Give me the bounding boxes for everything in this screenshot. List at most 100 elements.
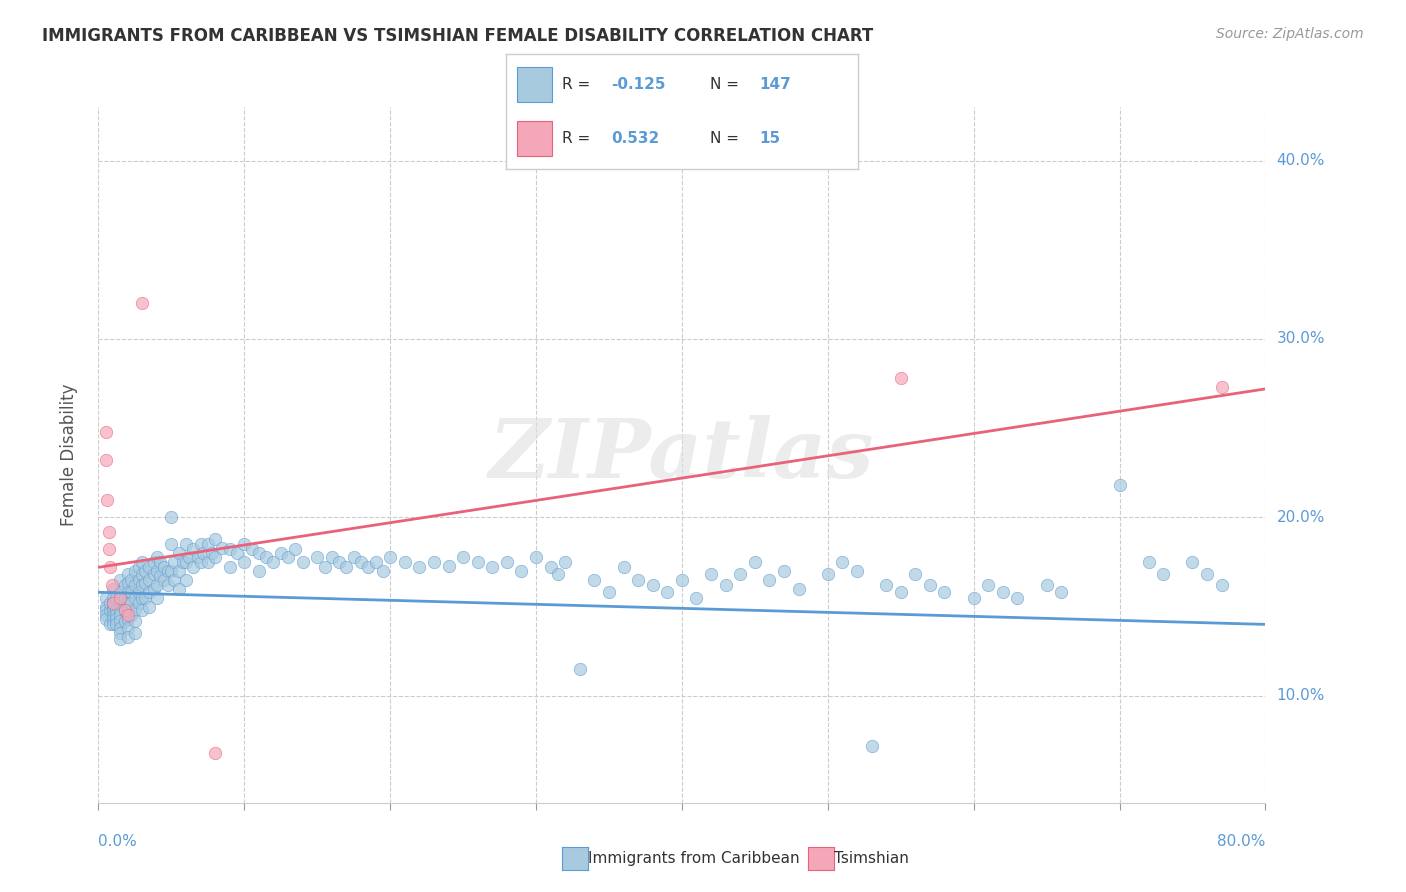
Point [904, 567, 927, 582]
Text: R =: R = [562, 78, 596, 93]
Point [131, 296, 153, 310]
Point [700, 567, 723, 582]
Point [218, 542, 240, 557]
Point [714, 578, 737, 592]
Point [114, 603, 136, 617]
Point [197, 537, 219, 551]
Text: 40.0%: 40.0% [1277, 153, 1324, 168]
Point [1152, 567, 1174, 582]
Point [134, 591, 156, 605]
Point [1211, 380, 1233, 394]
Point [612, 560, 634, 574]
Point [160, 537, 183, 551]
Point [728, 567, 751, 582]
Point [101, 582, 124, 596]
Point [157, 578, 180, 592]
Point [114, 603, 136, 617]
Point [153, 573, 176, 587]
Point [307, 549, 329, 564]
Point [204, 746, 226, 760]
Text: Source: ZipAtlas.com: Source: ZipAtlas.com [1216, 27, 1364, 41]
Point [94, 425, 117, 439]
Point [177, 549, 200, 564]
Point [233, 537, 256, 551]
Point [138, 585, 160, 599]
Point [1181, 555, 1204, 569]
Point [120, 608, 142, 623]
Point [101, 591, 124, 605]
Point [350, 555, 373, 569]
Point [190, 537, 212, 551]
Text: Immigrants from Caribbean: Immigrants from Caribbean [588, 851, 800, 865]
Point [174, 555, 197, 569]
Point [117, 630, 139, 644]
Point [160, 564, 183, 578]
Point [934, 585, 956, 599]
Point [671, 573, 693, 587]
Point [394, 555, 416, 569]
Point [114, 578, 136, 592]
Point [120, 596, 142, 610]
Text: 0.532: 0.532 [612, 130, 659, 145]
Point [114, 614, 136, 628]
Point [128, 573, 150, 587]
Point [117, 608, 139, 623]
Point [247, 564, 270, 578]
Point [547, 567, 569, 582]
Point [204, 549, 226, 564]
Text: N =: N = [710, 78, 744, 93]
Point [817, 567, 839, 582]
Point [172, 555, 194, 569]
Point [174, 537, 197, 551]
Point [101, 608, 124, 623]
Point [101, 599, 124, 614]
Point [627, 573, 650, 587]
Point [153, 560, 176, 574]
Text: 80.0%: 80.0% [1218, 834, 1265, 849]
Point [860, 739, 883, 753]
Point [247, 546, 270, 560]
Text: ZIPatlas: ZIPatlas [489, 415, 875, 495]
Point [657, 585, 679, 599]
Point [110, 614, 132, 628]
Text: N =: N = [710, 130, 744, 145]
Point [408, 560, 430, 574]
Point [149, 555, 172, 569]
Point [117, 567, 139, 582]
Point [110, 632, 132, 646]
Point [134, 564, 156, 578]
Point [131, 555, 153, 569]
Point [1137, 555, 1160, 569]
Point [110, 621, 132, 635]
Point [124, 578, 146, 592]
Text: 0.0%: 0.0% [98, 834, 138, 849]
Text: 10.0%: 10.0% [1277, 689, 1324, 703]
Point [114, 591, 136, 605]
Point [321, 549, 343, 564]
Point [104, 591, 127, 605]
Point [226, 546, 249, 560]
Point [117, 612, 139, 626]
Point [364, 555, 387, 569]
Text: Tsimshian: Tsimshian [834, 851, 908, 865]
Point [138, 573, 160, 587]
Point [568, 662, 591, 676]
Point [773, 564, 796, 578]
Point [451, 549, 474, 564]
Point [197, 555, 219, 569]
Point [495, 555, 517, 569]
Point [110, 591, 132, 605]
Point [124, 614, 146, 628]
Point [991, 585, 1014, 599]
Point [101, 617, 124, 632]
Point [138, 599, 160, 614]
Point [284, 542, 307, 557]
Point [554, 555, 576, 569]
Point [254, 549, 277, 564]
Point [149, 569, 172, 583]
Point [94, 608, 117, 623]
Point [744, 555, 766, 569]
Point [120, 585, 142, 599]
Point [128, 560, 150, 574]
Text: 20.0%: 20.0% [1277, 510, 1324, 524]
